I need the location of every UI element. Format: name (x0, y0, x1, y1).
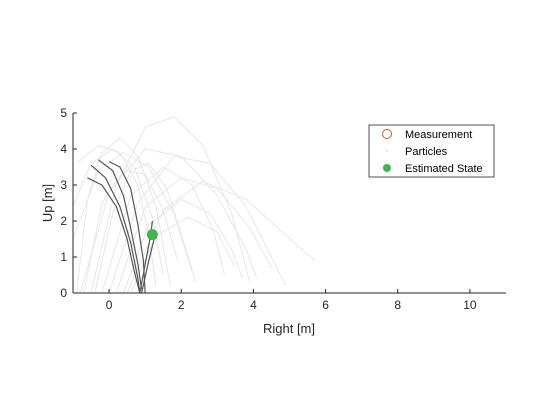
y-tick-label: 1 (60, 250, 67, 264)
dark-trajectory (141, 238, 155, 294)
estimated-state-points (146, 229, 158, 241)
particle-trajectories (72, 116, 316, 294)
dark-trajectory (87, 177, 141, 294)
particle-trajectory (115, 177, 272, 294)
x-tick-label: 0 (106, 298, 113, 312)
legend-particles-marker (386, 150, 388, 152)
legend-box (368, 124, 495, 178)
x-tick-label: 6 (322, 298, 329, 312)
dark-trajectories (87, 159, 155, 294)
particle-trajectory (90, 116, 251, 294)
y-tick-label: 5 (60, 106, 67, 120)
particle-trajectory (76, 137, 171, 294)
particle-trajectory (94, 162, 197, 294)
legend-estimated-state-marker (383, 164, 391, 172)
x-tick-label: 4 (250, 298, 257, 312)
legend-particles-label: Particles (405, 146, 448, 158)
particle-trajectory (126, 180, 316, 294)
particle-trajectory (76, 144, 157, 286)
x-ticks: 0 2 4 6 8 10 (106, 289, 477, 312)
dark-trajectory (97, 159, 143, 290)
particle-trajectory (72, 148, 164, 276)
x-tick-label: 8 (394, 298, 401, 312)
particle-trajectory (83, 170, 179, 294)
dark-trajectory (108, 161, 146, 294)
y-tick-label: 4 (60, 142, 67, 156)
x-tick-label: 2 (178, 298, 185, 312)
particle-trajectory (123, 198, 244, 294)
x-tick-label: 10 (463, 298, 477, 312)
axes: 0 2 4 6 8 10 0 1 2 3 4 5 Right [m] Up [m] (40, 106, 506, 336)
y-tick-label: 3 (60, 178, 67, 192)
y-ticks: 0 1 2 3 4 5 (60, 106, 77, 300)
y-tick-label: 2 (60, 214, 67, 228)
particle-trajectory (108, 155, 287, 294)
y-axis-label: Up [m] (40, 184, 55, 222)
legend: Measurement Particles Estimated State (368, 124, 495, 178)
x-axis-label: Right [m] (263, 321, 315, 336)
y-tick-label: 0 (60, 286, 67, 300)
legend-measurement-label: Measurement (405, 129, 472, 141)
legend-estimated-state-label: Estimated State (405, 163, 483, 175)
legend-measurement-marker (382, 129, 392, 139)
estimated-state-point (146, 229, 158, 241)
dark-trajectory (139, 220, 153, 294)
dark-trajectory (90, 164, 141, 294)
particle-trajectory (101, 166, 226, 294)
